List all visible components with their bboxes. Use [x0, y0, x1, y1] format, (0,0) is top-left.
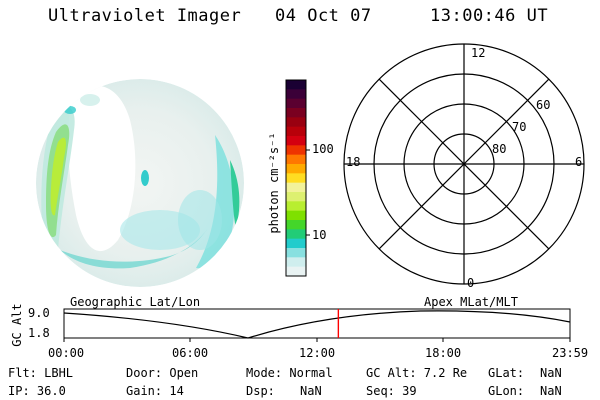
colorbar-swatch	[286, 201, 306, 212]
mlt-label-6: 6	[575, 155, 583, 169]
colorbar-unit-label: photon cm⁻²s⁻¹	[267, 132, 281, 234]
mlt-label-0: 0	[467, 276, 475, 290]
mlt-label-18: 18	[346, 155, 361, 169]
glat-value: NaN	[540, 366, 562, 380]
lat-label-80: 80	[492, 142, 507, 156]
colorbar	[286, 80, 306, 277]
colorbar-swatch	[286, 182, 306, 193]
timeline-ytick-high: 9.0	[28, 306, 50, 320]
colorbar-label-10: 10	[312, 228, 327, 242]
door-info: Door: Open	[126, 366, 199, 380]
mode-info: Mode: Normal	[246, 366, 333, 380]
colorbar-swatch	[286, 89, 306, 100]
observation-time: 13:00:46 UT	[430, 6, 549, 26]
gc-alt-info: GC Alt: 7.2 Re	[366, 366, 468, 380]
polar-grid	[343, 43, 585, 285]
auroral-image	[36, 79, 244, 287]
glat-label: GLat:	[488, 366, 525, 380]
colorbar-label-100: 100	[312, 142, 334, 156]
glon-value: NaN	[540, 384, 562, 398]
colorbar-swatch	[286, 145, 306, 156]
colorbar-swatch	[286, 80, 306, 90]
timeline-x-ticks	[63, 338, 571, 342]
colorbar-swatch	[286, 108, 306, 118]
colorbar-swatch	[286, 98, 306, 109]
glon-label: GLon:	[488, 384, 525, 398]
colorbar-swatch	[286, 192, 306, 202]
colorbar-swatch	[286, 238, 306, 249]
timeline-right-title: Apex MLat/MLT	[424, 295, 518, 309]
colorbar-swatch	[286, 229, 306, 240]
timeline-frame	[63, 308, 571, 339]
colorbar-swatch	[286, 164, 306, 174]
colorbar-swatch	[286, 266, 306, 277]
timeline-xtick-0600: 06:00	[172, 346, 209, 360]
colorbar-swatch	[286, 173, 306, 184]
timeline-xtick-1800: 18:00	[425, 346, 462, 360]
timeline-ytick-low: 1.8	[28, 326, 50, 340]
lat-label-60: 60	[536, 98, 551, 112]
colorbar-swatch	[286, 117, 306, 128]
lat-label-70: 70	[512, 120, 527, 134]
ip-info: IP: 36.0	[8, 384, 66, 398]
colorbar-swatch	[286, 257, 306, 268]
dsp-value: NaN	[300, 384, 322, 398]
colorbar-swatch	[286, 136, 306, 146]
dsp-label: Dsp:	[246, 384, 275, 398]
gain-info: Gain: 14	[126, 384, 184, 398]
colorbar-swatch	[286, 210, 306, 221]
filter-info: Flt: LBHL	[8, 366, 74, 380]
colorbar-swatch	[286, 154, 306, 165]
instrument-title: Ultraviolet Imager	[48, 6, 242, 26]
mlt-label-12: 12	[471, 46, 486, 60]
seq-info: Seq: 39	[366, 384, 417, 398]
observation-date: 04 Oct 07	[275, 6, 372, 26]
timeline-xtick-1200: 12:00	[299, 346, 336, 360]
gc-alt-curve	[63, 310, 571, 339]
colorbar-frame	[285, 79, 307, 277]
timeline-xtick-2359: 23:59	[552, 346, 589, 360]
timeline-xtick-0000: 00:00	[48, 346, 85, 360]
colorbar-swatch	[286, 248, 306, 258]
colorbar-swatch	[286, 126, 306, 137]
timeline-left-title: Geographic Lat/Lon	[70, 295, 201, 309]
colorbar-swatch	[286, 220, 306, 230]
timeline-ylabel: GC Alt	[10, 303, 24, 347]
